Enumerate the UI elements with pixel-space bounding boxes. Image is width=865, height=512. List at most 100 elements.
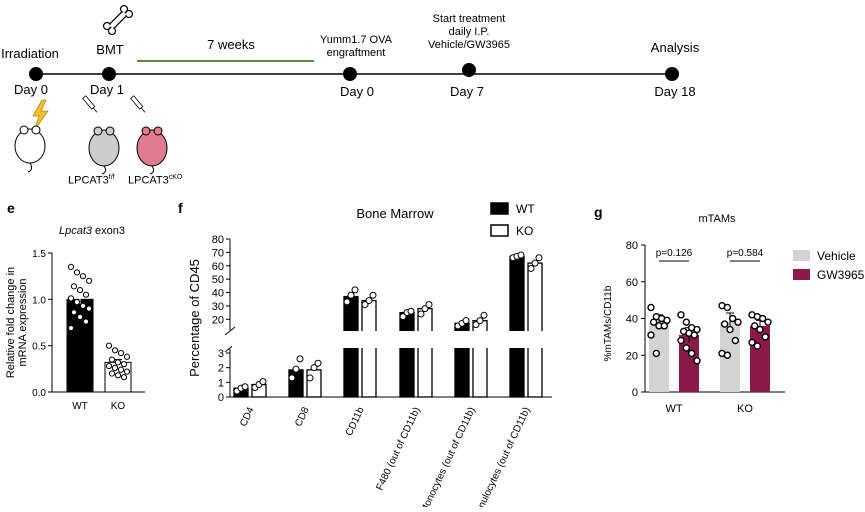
chart-f-bar bbox=[509, 255, 525, 398]
chart-g-point bbox=[652, 349, 661, 358]
chart-g-title: mTAMs bbox=[698, 213, 736, 225]
chart-e-ytick-label: 1.5 bbox=[32, 249, 46, 260]
panel-label-f: f bbox=[178, 200, 183, 216]
chart-e-ytick-label: 0.0 bbox=[32, 388, 46, 399]
mouse-label-cko-text: LPCAT3 bbox=[128, 174, 169, 187]
chart-g-point bbox=[649, 318, 658, 326]
chart-e-point bbox=[123, 353, 131, 360]
timeline-dot-treatment bbox=[462, 63, 476, 77]
chart-e-point bbox=[67, 324, 75, 332]
chart-g-ytick-label: 60 bbox=[626, 277, 638, 289]
chart-g-bar bbox=[649, 322, 669, 392]
chart-e-point bbox=[111, 347, 119, 354]
chart-g-xtick-label: KO bbox=[737, 403, 753, 415]
chart-g-point bbox=[748, 338, 756, 347]
chart-g-point bbox=[682, 318, 691, 326]
chart-e-point bbox=[73, 299, 81, 306]
chart-e-ylabel-line1: Relative fold change in bbox=[5, 267, 17, 378]
chart-f-point bbox=[407, 307, 415, 315]
chart-e-point bbox=[82, 291, 90, 298]
chart-e-title: Lpcat3 exon3 bbox=[59, 225, 125, 237]
event-top-treatment: Start treatment daily I.P. Vehicle/GW396… bbox=[428, 13, 510, 52]
chart-g: mTAMs %mTAMs/CD11b 0 20 40 60 80 p=0.126 WT p=0.5… bbox=[603, 213, 865, 415]
chart-g-point bbox=[682, 344, 691, 352]
chart-g-ylabel: %mTAMs/CD11b bbox=[603, 285, 614, 361]
chart-e-point bbox=[120, 361, 128, 368]
interval-label: 7 weeks bbox=[207, 37, 255, 52]
chart-f-point bbox=[292, 365, 300, 373]
chart-g-point bbox=[687, 349, 696, 358]
chart-e-point bbox=[108, 370, 116, 377]
chart-e-point bbox=[123, 368, 131, 375]
chart-g-ytick-label: 0 bbox=[632, 387, 638, 399]
mouse-cko-icon bbox=[136, 126, 168, 175]
chart-e-point bbox=[67, 295, 75, 302]
chart-e-point bbox=[82, 318, 90, 325]
event-top-engraftment: Yumm1.7 OVA engraftment bbox=[320, 34, 392, 60]
chart-e-point bbox=[111, 364, 119, 372]
chart-f-ylabel: Percentage of CD45 bbox=[187, 259, 202, 377]
bone-icon bbox=[102, 4, 134, 36]
chart-g-point bbox=[753, 342, 762, 350]
chart-f-point bbox=[310, 364, 318, 372]
chart-f-xtick-label: Granulocytes (out of CD11b) bbox=[469, 406, 532, 507]
chart-f-point bbox=[399, 313, 407, 321]
panel-label-g: g bbox=[594, 204, 603, 220]
chart-f-bar bbox=[417, 307, 433, 398]
event-top-treatment-line2: daily I.P. bbox=[448, 26, 490, 38]
chart-g-point bbox=[750, 322, 759, 330]
chart-g-point bbox=[647, 331, 655, 339]
chart-g-point bbox=[720, 320, 729, 328]
chart-f-xtick-label: Monocytes (out of CD11b) bbox=[419, 406, 478, 507]
chart-f-point bbox=[417, 310, 425, 318]
chart-f-bar bbox=[399, 311, 415, 398]
chart-e-title-gene: Lpcat3 bbox=[59, 225, 93, 237]
chart-g-legend-swatch bbox=[793, 269, 810, 280]
timeline-graphic bbox=[14, 4, 679, 175]
chart-e-ytick-label: 0.5 bbox=[32, 342, 46, 353]
chart-f-ytick-label: 0 bbox=[218, 392, 224, 404]
chart-f-point bbox=[296, 355, 304, 363]
chart-e-point bbox=[105, 342, 113, 349]
chart-f-point bbox=[306, 374, 314, 382]
timeline-dot-analysis bbox=[665, 67, 679, 81]
chart-g-pvalue: p=0.126 bbox=[656, 248, 693, 259]
chart-f-point bbox=[480, 311, 488, 319]
chart-f-point bbox=[472, 321, 480, 329]
chart-f-ytick-label: 80 bbox=[212, 234, 224, 246]
chart-f-point bbox=[314, 359, 322, 367]
event-top-engraftment-line1: Yumm1.7 OVA bbox=[320, 34, 392, 46]
chart-g-point bbox=[726, 325, 734, 334]
chart-f-ytick-label: 40 bbox=[212, 288, 224, 300]
chart-f-point bbox=[351, 286, 359, 294]
chart-f-xtick-label: CD4 bbox=[238, 405, 257, 428]
chart-g-point bbox=[677, 336, 685, 345]
chart-f-ytick-label: 50 bbox=[212, 274, 224, 286]
event-top-engraftment-line2: engraftment bbox=[326, 47, 386, 59]
event-top-bmt: BMT bbox=[96, 42, 124, 57]
event-top-treatment-line1: Start treatment bbox=[432, 13, 506, 25]
syringe-icon bbox=[130, 95, 146, 113]
event-bottom-engraftment: Day 0 bbox=[340, 84, 374, 99]
chart-f-title: Bone Marrow bbox=[356, 206, 434, 221]
chart-g-legend-swatch bbox=[793, 250, 810, 261]
chart-f-xtick-label: CD8 bbox=[293, 405, 312, 428]
chart-g-legend-label: GW3965 bbox=[817, 268, 865, 282]
chart-e-point bbox=[114, 359, 122, 366]
chart-g-point bbox=[647, 303, 655, 312]
chart-f-xtick-label: F480 (out of CD11b) bbox=[375, 406, 423, 493]
chart-g-xtick-label: WT bbox=[665, 403, 682, 415]
chart-f-point bbox=[531, 259, 539, 267]
chart-g-point bbox=[761, 333, 770, 341]
chart-e-point bbox=[120, 374, 128, 381]
chart-f-point bbox=[527, 264, 535, 272]
chart-g-ytick-label: 40 bbox=[626, 314, 638, 326]
chart-g-point bbox=[660, 322, 669, 330]
chart-f-legend-label: WT bbox=[516, 202, 535, 216]
chart-f-ytick-label: 30 bbox=[212, 301, 224, 313]
chart-f-bar bbox=[306, 369, 322, 398]
chart-e-ylabel-line2: mRNA expression bbox=[17, 278, 29, 366]
chart-f-bar bbox=[527, 262, 543, 398]
chart-e-point bbox=[117, 349, 125, 357]
chart-f-point bbox=[259, 378, 267, 386]
